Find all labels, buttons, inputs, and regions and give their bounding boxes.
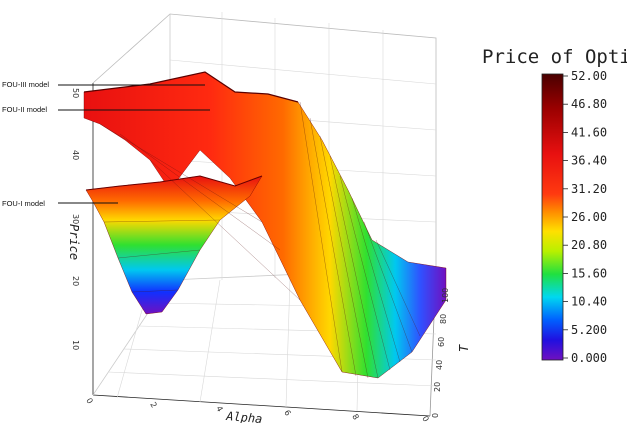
z-tick: 40 [71, 150, 80, 160]
y-tick: 40 [435, 360, 444, 370]
label-fou-i: FOU-I model [2, 199, 45, 208]
z-tick: 50 [71, 88, 80, 98]
y-axis: 0 20 40 60 80 100 T [431, 288, 471, 418]
colorbar-tick-label: 15.60 [571, 266, 607, 280]
colorbar-tick-label: 20.80 [571, 238, 607, 252]
colorbar-tick-label: 5.200 [571, 323, 607, 337]
z-tick: 10 [71, 340, 80, 350]
colorbar-gradient [541, 73, 564, 361]
colorbar-tick-label: 46.80 [571, 97, 607, 111]
x-tick: 6 [282, 409, 292, 418]
annotations: FOU-III model FOU-II model FOU-I model [2, 80, 210, 208]
label-fou-ii: FOU-II model [2, 105, 47, 114]
y-tick: 0 [431, 413, 440, 418]
colorbar-title: Price of Option [482, 46, 627, 68]
x-tick: 4 [214, 405, 224, 414]
price-surface [83, 71, 447, 379]
y-axis-label: T [457, 344, 471, 352]
x-tick: 2 [148, 401, 158, 410]
label-fou-iii: FOU-III model [2, 80, 49, 89]
colorbar-tick-label: 26.00 [571, 210, 607, 224]
colorbar: Price of Option 52.00 46.80 41.60 36.40 31.2… [482, 46, 627, 365]
y-tick: 80 [439, 314, 448, 324]
y-tick: 20 [433, 382, 442, 392]
colorbar-tick-label: 31.20 [571, 182, 607, 196]
z-axis: 10 20 30 40 50 Price [67, 88, 81, 350]
x-axis-label: Alpha [225, 409, 263, 423]
x-tick: 0 [420, 415, 430, 423]
colorbar-tick-label: 0.000 [571, 351, 607, 365]
x-axis: 0 2 4 6 8 0 Alpha [84, 397, 430, 423]
x-tick: 8 [350, 413, 360, 422]
colorbar-tick-label: 36.40 [571, 154, 607, 168]
surface-fou-i [85, 175, 263, 315]
colorbar-tick-label: 41.60 [571, 125, 607, 139]
y-tick: 100 [441, 288, 450, 303]
colorbar-tick-label: 10.40 [571, 295, 607, 309]
z-tick: 30 [71, 214, 80, 224]
x-tick: 0 [84, 397, 94, 406]
y-tick: 60 [437, 337, 446, 347]
z-axis-label: Price [67, 224, 81, 260]
z-tick: 20 [71, 276, 80, 286]
colorbar-tick-label: 52.00 [571, 69, 607, 83]
